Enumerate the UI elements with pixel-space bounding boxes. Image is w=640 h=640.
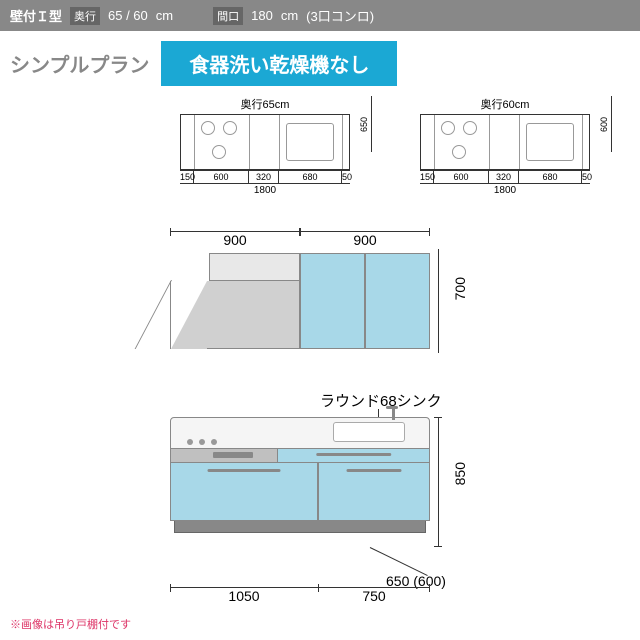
plan-total-dim: 1800 [420,183,590,197]
kick-panel [174,521,426,533]
upper-right-dim: 900 [300,231,430,248]
plan-view-60: 奥行60cm 600 150 600 320 680 50 1800 [420,96,590,197]
stove-area [171,418,279,448]
lower-cabinet [170,417,430,533]
kitchen-type: 壁付Ｉ型 [10,6,62,25]
plan-depth-dim: 650 [359,96,372,152]
upper-height-dim: 700 [452,277,468,300]
depth-dim: 650 (600) [370,547,434,548]
plan-dim-row: 150 600 320 680 50 [420,170,590,183]
upper-doors [300,253,430,349]
plan-depth-dim: 600 [599,96,612,152]
drawer-row [170,463,430,521]
plan-view-title: 奥行60cm [420,96,590,112]
drawer [170,463,318,521]
plan-box [180,114,350,170]
lower-height-dim: 850 [452,462,468,485]
elevation-diagram: 900 900 700 ラウンド68シンク [110,217,530,637]
upper-cabinet [170,253,430,349]
sink-label: ラウンド68シンク [320,390,442,411]
width-unit: cm [281,8,298,23]
lower-right-dim: 750 [318,588,430,604]
upper-door [365,253,430,349]
lower-left-dim: 1050 [170,588,318,604]
upper-width-dims: 900 900 [170,231,430,248]
plan-box [420,114,590,170]
lower-width-dims: 1050 750 [170,565,430,604]
plan-name: シンプルプラン [10,49,149,78]
counter-top [170,417,430,449]
drawer [318,463,430,521]
footnote: ※画像は吊り戸棚付です [10,616,131,632]
faucet-icon [392,406,395,420]
burner-note: (3口コンロ) [306,6,374,25]
width-value: 180 [251,8,273,23]
depth-label: 奥行 [70,7,100,25]
plan-view-title: 奥行65cm [180,96,350,112]
plan-dim-row: 150 600 320 680 50 [180,170,350,183]
depth-value: 65 / 60 [108,8,148,23]
feature-banner: 食器洗い乾燥機なし [161,41,397,86]
sink-icon [333,422,405,442]
width-label: 間口 [213,7,243,25]
plan-views: 奥行65cm 650 150 600 320 680 50 1800 奥行60c… [0,96,640,207]
plan-total-dim: 1800 [180,183,350,197]
depth-unit: cm [156,8,173,23]
grill-panel [170,449,278,463]
upper-door [300,253,365,349]
header-bar: 壁付Ｉ型 奥行 65 / 60 cm 間口 180 cm (3口コンロ) [0,0,640,31]
upper-left-dim: 900 [170,231,300,248]
subheader: シンプルプラン 食器洗い乾燥機なし [0,31,640,96]
range-hood [170,253,300,349]
plan-view-65: 奥行65cm 650 150 600 320 680 50 1800 [180,96,350,197]
